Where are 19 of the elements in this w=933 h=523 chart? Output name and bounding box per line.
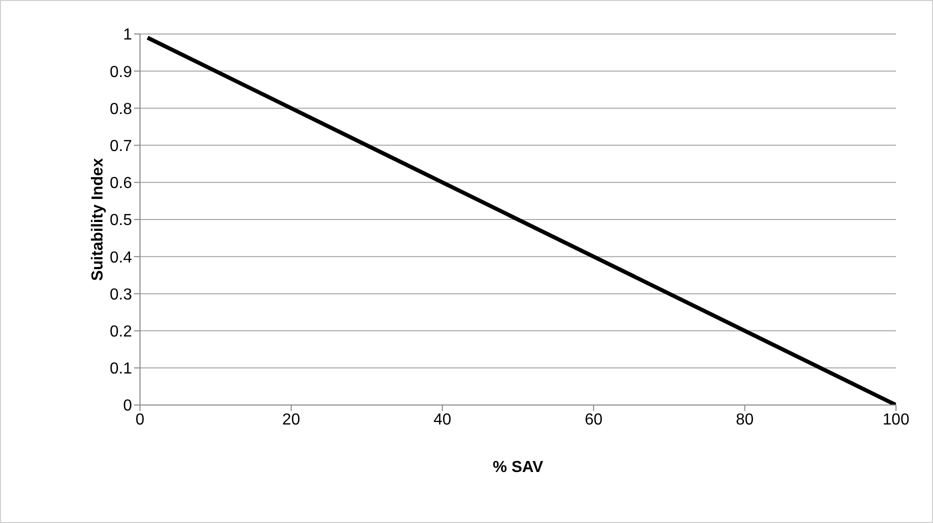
y-tick-label: 0.3 <box>110 286 132 304</box>
x-tick-label: 0 <box>136 411 145 428</box>
y-tick-label: 0 <box>123 398 132 415</box>
y-tick-label: 0.6 <box>110 175 132 192</box>
x-axis-title: % SAV <box>492 459 544 476</box>
x-tick-label: 20 <box>282 411 300 428</box>
y-tick-label: 0.2 <box>110 323 132 340</box>
y-tick-label: 0.7 <box>110 138 132 155</box>
y-tick-label: 1 <box>123 26 132 44</box>
x-tick-label: 80 <box>736 411 754 428</box>
y-tick-label: 0.4 <box>110 249 132 266</box>
y-tick-label: 0.8 <box>110 100 132 118</box>
x-tick-label: 40 <box>434 411 452 428</box>
x-tick-label: 60 <box>584 411 603 428</box>
y-axis-title: Suitability Index <box>90 158 107 281</box>
x-tick-label: 100 <box>882 411 910 428</box>
y-tick-label: 0.5 <box>110 212 132 230</box>
y-tick-label: 0.1 <box>110 360 132 378</box>
y-tick-label: 0.9 <box>110 64 132 81</box>
